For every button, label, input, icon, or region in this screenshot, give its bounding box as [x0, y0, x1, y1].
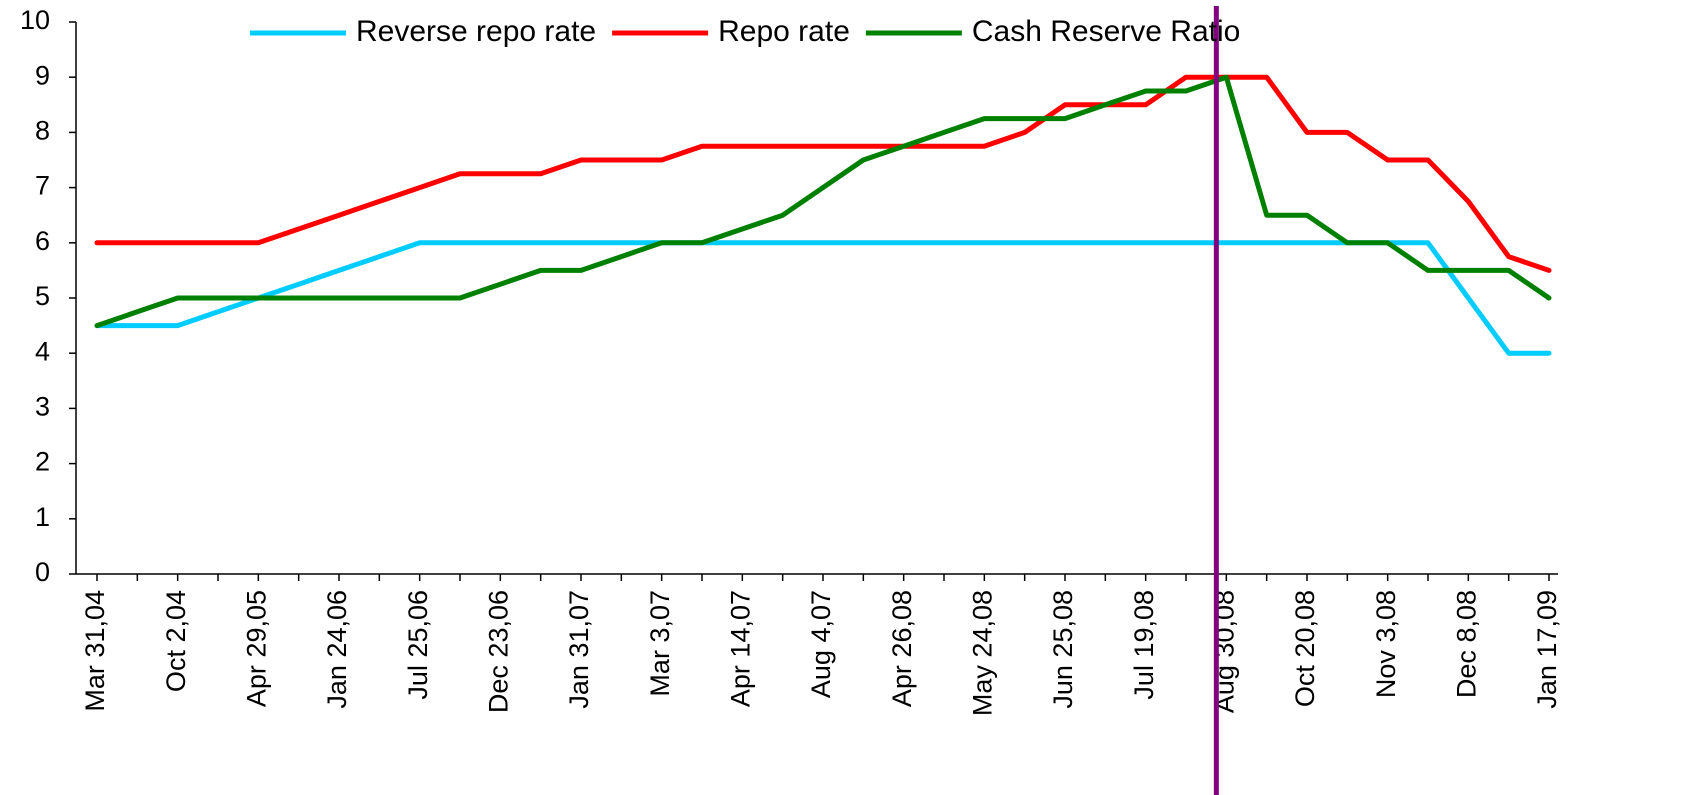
x-tick-label: Oct 20,08 — [1290, 590, 1320, 707]
legend-label: Cash Reserve Ratio — [972, 15, 1240, 48]
y-tick-label: 2 — [35, 447, 50, 477]
x-tick-label: May 24,08 — [967, 590, 997, 716]
series-line — [94, 74, 1552, 273]
y-tick-label: 4 — [35, 336, 50, 366]
legend-label: Repo rate — [718, 15, 850, 48]
x-tick-label: Dec 8,08 — [1451, 590, 1481, 698]
x-tick-label: Mar 3,07 — [645, 590, 675, 697]
x-tick-label: Jan 31,07 — [564, 590, 594, 709]
series-line — [94, 74, 1552, 329]
y-tick-label: 1 — [35, 502, 50, 532]
x-tick-label: Jan 24,06 — [322, 590, 352, 709]
y-tick-label: 5 — [35, 281, 50, 311]
x-tick-label: Aug 4,07 — [806, 590, 836, 698]
x-tick-label: Apr 26,08 — [887, 590, 917, 707]
x-tick-label: Jan 17,09 — [1532, 590, 1562, 709]
series-line — [94, 240, 1552, 356]
x-tick-label: Apr 14,07 — [725, 590, 755, 707]
x-tick-label: Nov 3,08 — [1371, 590, 1401, 698]
legend-label: Reverse repo rate — [356, 15, 596, 48]
x-tick-label: Oct 2,04 — [161, 590, 191, 692]
y-tick-label: 8 — [35, 116, 50, 146]
y-tick-label: 6 — [35, 226, 50, 256]
y-tick-label: 3 — [35, 392, 50, 422]
y-tick-label: 0 — [35, 557, 50, 587]
x-tick-label: Mar 31,04 — [80, 590, 110, 712]
y-tick-label: 7 — [35, 171, 50, 201]
y-tick-label: 10 — [20, 5, 50, 35]
x-tick-label: Apr 29,05 — [241, 590, 271, 707]
x-tick-label: Jul 19,08 — [1129, 590, 1159, 700]
x-tick-label: Jul 25,06 — [403, 590, 433, 700]
x-tick-label: Dec 23,06 — [483, 590, 513, 713]
y-tick-label: 9 — [35, 60, 50, 90]
legend: Reverse repo rate Repo rate Cash Reserve R… — [250, 15, 1240, 48]
x-tick-label: Jun 25,08 — [1048, 590, 1078, 709]
